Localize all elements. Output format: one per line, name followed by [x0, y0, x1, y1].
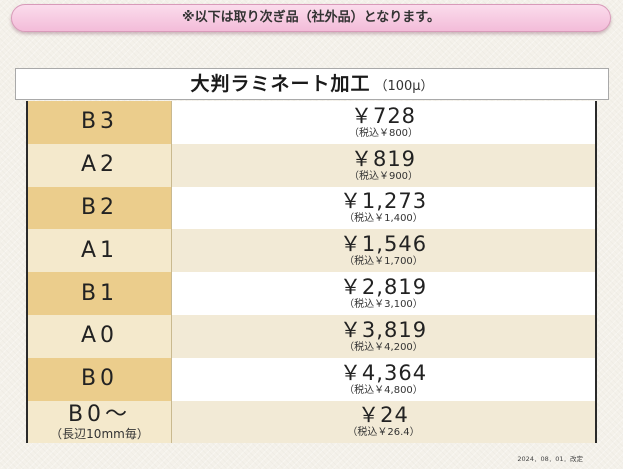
table-row: A1 ￥1,546 （税込￥1,700） [28, 229, 595, 273]
price-cell: ￥819 （税込￥900） [172, 143, 595, 187]
price-tax-included: （税込￥4,200） [344, 341, 423, 353]
revision-date: 2024．08．01．改定 [517, 455, 583, 463]
size-cell: B0～ （長辺10mm毎） [28, 400, 172, 444]
table-row: A2 ￥819 （税込￥900） [28, 143, 595, 187]
size-cell: A2 [28, 143, 172, 187]
table-row: B1 ￥2,819 （税込￥3,100） [28, 272, 595, 315]
page-title: 大判ラミネート加工 [190, 73, 371, 95]
price-value: ￥728 [350, 103, 417, 128]
page-subtitle: （100μ） [374, 79, 434, 94]
table-row: B0 ￥4,364 （税込￥4,800） [28, 357, 595, 401]
size-label: A0 [80, 323, 119, 349]
notice-banner: ※以下は取り次ぎ品（社外品）となります。 [11, 4, 611, 32]
table-row: B3 ￥728 （税込￥800） [28, 101, 595, 144]
table-row: B2 ￥1,273 （税込￥1,400） [28, 186, 595, 230]
table-row: B0～ （長辺10mm毎） ￥24 （税込￥26.4） [28, 400, 595, 444]
price-value: ￥3,819 [339, 317, 428, 342]
price-table: B3 ￥728 （税込￥800） A2 ￥819 （税込￥900） B2 ￥1,… [26, 101, 597, 444]
size-cell: B1 [28, 272, 172, 315]
price-tax-included: （税込￥900） [348, 170, 419, 182]
price-cell: ￥1,546 （税込￥1,700） [172, 229, 595, 273]
size-label: B3 [80, 109, 119, 135]
price-cell: ￥2,819 （税込￥3,100） [172, 272, 595, 315]
price-cell: ￥728 （税込￥800） [172, 101, 595, 144]
price-value: ￥819 [350, 146, 417, 171]
table-row: A0 ￥3,819 （税込￥4,200） [28, 314, 595, 358]
page-title-bar: 大判ラミネート加工 （100μ） [15, 68, 609, 100]
size-cell: A0 [28, 314, 172, 358]
price-tax-included: （税込￥3,100） [344, 299, 423, 311]
price-value: ￥2,819 [339, 275, 428, 300]
size-label: B2 [80, 194, 119, 220]
price-value: ￥1,273 [339, 189, 428, 214]
size-label: B0 [80, 366, 119, 392]
size-cell: B0 [28, 357, 172, 401]
size-label: B0～ [67, 401, 132, 427]
size-cell: B2 [28, 186, 172, 230]
size-label: A1 [80, 237, 119, 263]
price-tax-included: （税込￥800） [348, 127, 419, 139]
price-tax-included: （税込￥1,400） [344, 213, 423, 225]
price-cell: ￥1,273 （税込￥1,400） [172, 186, 595, 230]
size-note: （長辺10mm毎） [50, 426, 149, 441]
size-cell: B3 [28, 101, 172, 144]
price-value: ￥4,364 [339, 360, 428, 385]
price-tax-included: （税込￥4,800） [344, 384, 423, 396]
price-cell: ￥24 （税込￥26.4） [172, 400, 595, 444]
price-value: ￥1,546 [339, 232, 428, 257]
price-value: ￥24 [358, 403, 409, 428]
size-label: B1 [80, 280, 119, 306]
price-tax-included: （税込￥26.4） [347, 427, 420, 439]
price-cell: ￥4,364 （税込￥4,800） [172, 357, 595, 401]
price-cell: ￥3,819 （税込￥4,200） [172, 314, 595, 358]
size-cell: A1 [28, 229, 172, 273]
price-tax-included: （税込￥1,700） [344, 256, 423, 268]
size-label: A2 [80, 152, 119, 178]
